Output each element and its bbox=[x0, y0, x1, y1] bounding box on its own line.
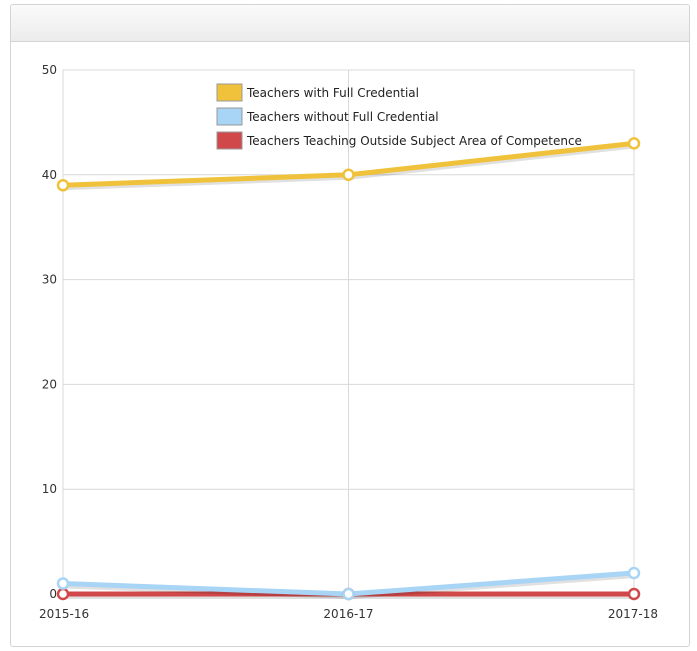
data-point-teachers-without-full-credential bbox=[56, 577, 70, 590]
y-tick-label: 10 bbox=[42, 482, 57, 496]
y-tick-label: 20 bbox=[42, 377, 57, 391]
legend-swatch bbox=[216, 131, 243, 150]
data-point-teachers-without-full-credential bbox=[342, 587, 355, 601]
x-tick-label: 2016-17 bbox=[323, 607, 373, 621]
legend-swatch bbox=[216, 107, 243, 126]
data-point-teachers-with-full-credential bbox=[342, 168, 355, 182]
data-point-teachers-with-full-credential bbox=[627, 137, 641, 150]
data-point-teachers-with-full-credential bbox=[56, 179, 70, 192]
y-tick-label: 30 bbox=[42, 273, 57, 287]
data-point-teachers-without-full-credential bbox=[627, 566, 641, 580]
chart-panel bbox=[10, 4, 690, 647]
legend-swatch bbox=[216, 83, 243, 102]
data-point-teachers-teaching-outside-subject-area-of-competence bbox=[56, 587, 70, 601]
data-point-teachers-teaching-outside-subject-area-of-competence bbox=[627, 587, 641, 601]
legend-label: Teachers without Full Credential bbox=[246, 110, 439, 124]
x-tick-label: 2017-18 bbox=[608, 607, 658, 621]
panel-header bbox=[11, 5, 689, 42]
legend-label: Teachers Teaching Outside Subject Area o… bbox=[246, 134, 582, 148]
y-tick-label: 40 bbox=[42, 168, 57, 182]
x-tick-label: 2015-16 bbox=[39, 607, 89, 621]
y-tick-label: 50 bbox=[42, 63, 57, 77]
legend-label: Teachers with Full Credential bbox=[246, 86, 419, 100]
y-tick-label: 0 bbox=[49, 587, 57, 601]
